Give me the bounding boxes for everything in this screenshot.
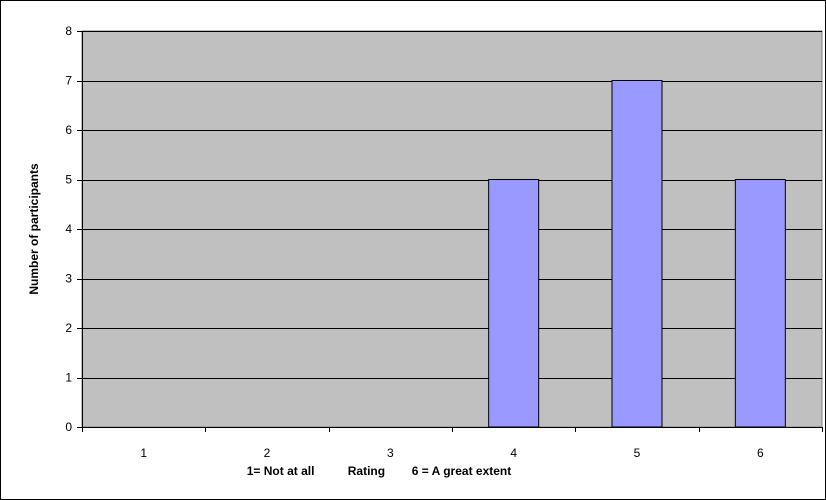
y-tick-label: 0 [65,420,72,434]
bar-5 [611,80,663,428]
y-tick-label: 8 [65,24,72,38]
x-tick-label: 1 [140,446,147,460]
bars [488,80,786,428]
y-tick-labels: 0 1 2 3 4 5 6 7 8 [65,24,72,434]
x-tick-label: 6 [757,446,764,460]
bar-4 [488,179,540,428]
y-axis-title: Number of participants [27,163,41,295]
y-tick-label: 6 [65,123,72,137]
gridlines [82,31,822,379]
y-tick-label: 2 [65,321,72,335]
bar-6 [734,179,786,428]
axes [77,31,823,432]
x-tick-label: 4 [510,446,517,460]
x-tick-label: 2 [264,446,271,460]
x-tick-label: 3 [387,446,394,460]
x-tick-label: 5 [634,446,641,460]
y-tick-label: 7 [65,74,72,88]
y-tick-label: 1 [65,371,72,385]
x-axis-title: 1= Not at all Rating 6 = A great extent [247,464,512,478]
x-tick-labels: 1 2 3 4 5 6 [140,446,764,460]
y-tick-label: 3 [65,272,72,286]
y-tick-label: 5 [65,173,72,187]
y-tick-label: 4 [65,222,72,236]
